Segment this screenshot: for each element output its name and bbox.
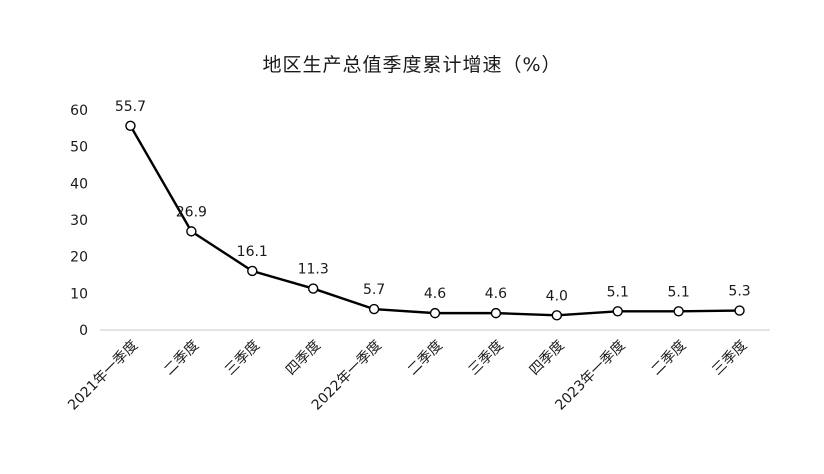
y-tick-label: 20: [70, 250, 88, 266]
data-point: [186, 226, 197, 237]
chart-title: 地区生产总值季度累计增速（%）: [262, 54, 562, 76]
x-tick-label: 2021年一季度: [65, 338, 141, 414]
y-tick-label: 10: [70, 286, 88, 302]
data-point: [368, 303, 380, 315]
y-tick-label: 30: [70, 213, 88, 229]
y-tick-label: 60: [70, 103, 88, 119]
data-label: 26.9: [176, 204, 207, 220]
data-label: 55.7: [115, 99, 146, 115]
x-tick-label: 三季度: [466, 338, 507, 379]
x-tick-label: 三季度: [222, 338, 263, 379]
data-point: [490, 307, 502, 319]
data-point: [429, 307, 441, 319]
data-point: [673, 306, 684, 317]
data-label: 5.1: [607, 284, 629, 300]
x-tick-label: 二季度: [405, 338, 446, 379]
data-point: [612, 306, 623, 317]
data-point: [307, 283, 319, 294]
x-tick-label: 三季度: [709, 338, 750, 379]
data-label: 4.6: [424, 286, 446, 302]
data-label: 5.1: [668, 284, 690, 300]
data-point: [125, 120, 136, 131]
x-tick-label: 二季度: [161, 338, 202, 379]
data-label: 4.6: [485, 286, 507, 302]
data-label: 4.0: [546, 288, 568, 304]
x-tick-label: 四季度: [527, 338, 568, 379]
data-label: 5.7: [363, 282, 385, 298]
series-markers: [125, 120, 745, 321]
x-tick-label: 四季度: [283, 338, 324, 379]
data-labels: 55.7 26.9 16.1 11.3 5.7 4.6 4.6 4.0 5.1 5.1 5.3: [115, 99, 751, 305]
data-label: 11.3: [298, 262, 329, 278]
y-tick-label: 40: [70, 176, 88, 192]
y-tick-label: 50: [70, 140, 88, 156]
x-tick-label: 二季度: [648, 338, 689, 379]
data-point: [551, 310, 563, 321]
data-point: [734, 305, 745, 316]
data-label: 5.3: [728, 284, 750, 300]
y-axis-ticks: 0 10 20 30 40 50 60: [70, 103, 88, 339]
y-tick-label: 0: [79, 323, 88, 339]
data-point: [247, 265, 258, 277]
data-label: 16.1: [237, 244, 268, 260]
